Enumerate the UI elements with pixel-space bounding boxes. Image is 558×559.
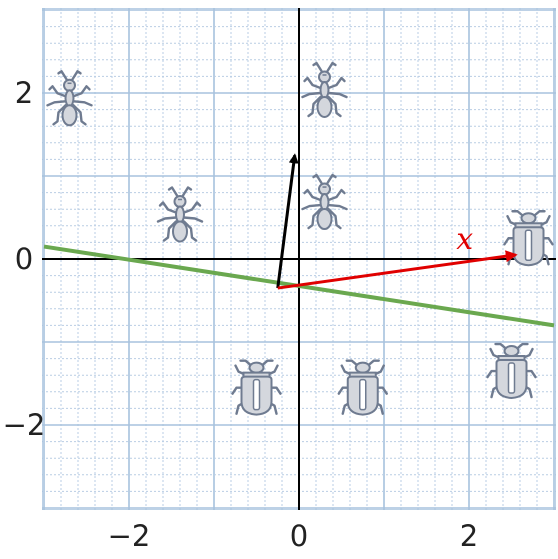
beetle-icon [231, 359, 282, 416]
ant-icon [301, 173, 348, 231]
ant-icon [46, 70, 93, 127]
grid [42, 8, 556, 510]
beetle-icon [486, 342, 537, 400]
normal-vector-arrow [276, 153, 299, 289]
x-tick-label: 0 [290, 519, 308, 553]
x-vector-arrow [277, 250, 518, 290]
x-vector-label: x [456, 222, 473, 257]
ant-icon [156, 186, 204, 243]
x-tick-label: 2 [460, 519, 478, 553]
x-tick-label: −2 [108, 519, 151, 553]
beetle-icon [503, 210, 554, 267]
y-tick-label: 2 [15, 76, 33, 110]
y-tick-label: −2 [3, 408, 46, 442]
tick-labels: −2 0 2 2 0 −2 [3, 76, 479, 553]
beetle-icon [337, 359, 388, 416]
ant-icon [301, 61, 348, 119]
y-tick-label: 0 [15, 242, 33, 276]
vectors-overlay: x [43, 153, 555, 328]
